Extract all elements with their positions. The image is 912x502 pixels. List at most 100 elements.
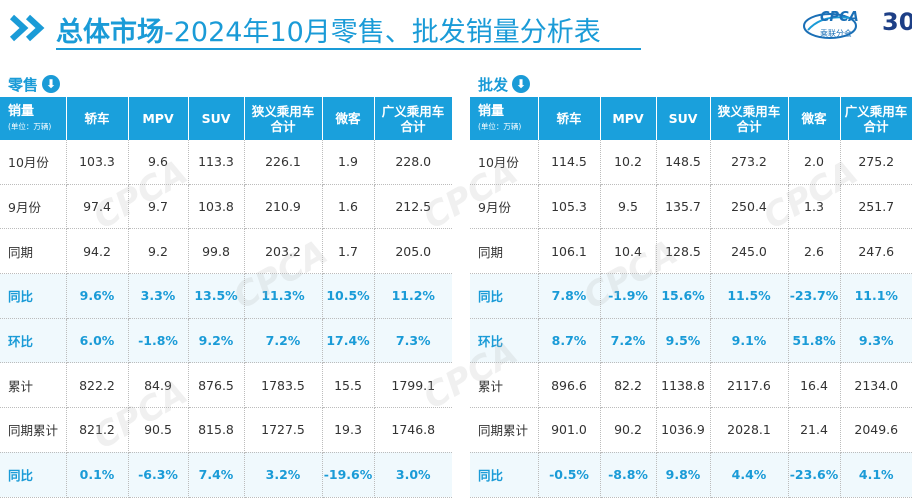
corner-header: 销量 (单位：万辆)	[0, 97, 67, 140]
row-label: 同比	[470, 273, 539, 319]
table-cell: 821.2	[66, 407, 129, 453]
table-cell: 9.5%	[656, 318, 711, 364]
table-row: 累计 822.2 84.9 876.5 1783.5 15.5 1799.1	[0, 362, 452, 409]
table-cell: 250.4	[710, 184, 789, 230]
table-cell: 7.3%	[374, 318, 452, 364]
table-cell: 228.0	[374, 140, 452, 185]
retail-section-label: 零售 ⬇	[8, 73, 61, 95]
row-label: 同期累计	[0, 407, 67, 453]
column-header: SUV	[188, 97, 245, 140]
table-row: 环比 8.7% 7.2% 9.5% 9.1% 51.8% 9.3%	[470, 318, 912, 364]
table-cell: 1036.9	[656, 407, 711, 453]
column-header: 广义乘用车 合计	[840, 97, 912, 140]
table-cell: 51.8%	[788, 318, 841, 364]
table-row: 环比 6.0% -1.8% 9.2% 7.2% 17.4% 7.3%	[0, 318, 452, 364]
row-label: 同期	[470, 228, 539, 275]
logo-sub: 乘联分会	[820, 29, 852, 38]
table-row: 同比 -0.5% -8.8% 9.8% 4.4% -23.6% 4.1%	[470, 452, 912, 498]
double-chevron-icon	[9, 14, 45, 42]
table-cell: 7.2%	[244, 318, 323, 364]
table-row: 同期 94.2 9.2 99.8 203.2 1.7 205.0	[0, 228, 452, 275]
row-label: 同比	[0, 273, 67, 319]
row-label: 累计	[0, 362, 67, 409]
table-row: 同期累计 901.0 90.2 1036.9 2028.1 21.4 2049.6	[470, 407, 912, 453]
table-cell: 205.0	[374, 228, 452, 275]
table-cell: 90.5	[128, 407, 189, 453]
table-cell: 4.1%	[840, 452, 912, 498]
table-cell: 113.3	[188, 140, 245, 185]
table-row: 同期累计 821.2 90.5 815.8 1727.5 19.3 1746.8	[0, 407, 452, 453]
table-cell: 103.8	[188, 184, 245, 230]
table-cell: 9.2	[128, 228, 189, 275]
table-cell: 9.8%	[656, 452, 711, 498]
table-cell: -19.6%	[322, 452, 375, 498]
table-cell: 9.5	[600, 184, 657, 230]
table-cell: 10.4	[600, 228, 657, 275]
table-cell: 9.2%	[188, 318, 245, 364]
table-cell: 103.3	[66, 140, 129, 185]
table-cell: 1.6	[322, 184, 375, 230]
column-header: 微客	[788, 97, 841, 140]
table-cell: 135.7	[656, 184, 711, 230]
table-cell: 247.6	[840, 228, 912, 275]
wholesale-section-label: 批发 ⬇	[478, 73, 531, 95]
row-label: 10月份	[0, 140, 67, 185]
table-row: 10月份 114.5 10.2 148.5 273.2 2.0 275.2	[470, 140, 912, 185]
column-header: SUV	[656, 97, 711, 140]
row-label: 10月份	[470, 140, 539, 185]
table-cell: 275.2	[840, 140, 912, 185]
table-cell: 1799.1	[374, 362, 452, 409]
column-header: 轿车	[538, 97, 601, 140]
table-cell: 1746.8	[374, 407, 452, 453]
table-cell: 10.2	[600, 140, 657, 185]
row-label: 9月份	[0, 184, 67, 230]
table-cell: 94.2	[66, 228, 129, 275]
table-cell: 90.2	[600, 407, 657, 453]
table-cell: 8.7%	[538, 318, 601, 364]
header: 总体市场-2024年10月零售、批发销量分析表 CPCA 乘联分会 30	[0, 0, 912, 60]
table-cell: 11.5%	[710, 273, 789, 319]
row-label: 同比	[0, 452, 67, 498]
table-cell: 7.4%	[188, 452, 245, 498]
row-label: 环比	[0, 318, 67, 364]
table-cell: 16.4	[788, 362, 841, 409]
column-header: MPV	[600, 97, 657, 140]
table-cell: 203.2	[244, 228, 323, 275]
table-cell: 251.7	[840, 184, 912, 230]
table-cell: 106.1	[538, 228, 601, 275]
table-cell: 2117.6	[710, 362, 789, 409]
row-label: 同期累计	[470, 407, 539, 453]
table-cell: 84.9	[128, 362, 189, 409]
table-cell: 15.6%	[656, 273, 711, 319]
table-cell: 212.5	[374, 184, 452, 230]
row-label: 同比	[470, 452, 539, 498]
table-cell: 2028.1	[710, 407, 789, 453]
table-cell: -8.8%	[600, 452, 657, 498]
table-cell: -23.6%	[788, 452, 841, 498]
row-label: 累计	[470, 362, 539, 409]
table-header-row: 销量 (单位：万辆) 轿车 MPV SUV 狭义乘用车 合计 微客 广义乘用车 合计	[0, 97, 453, 140]
table-header-row: 销量 (单位：万辆) 轿车 MPV SUV 狭义乘用车 合计 微客 广义乘用车 合计	[470, 97, 912, 140]
corner-header: 销量 (单位：万辆)	[470, 97, 539, 140]
wholesale-table: 销量 (单位：万辆) 轿车 MPV SUV 狭义乘用车 合计 微客 广义乘用车 合计 10月份 11…	[470, 97, 912, 498]
table-cell: 97.4	[66, 184, 129, 230]
anniversary-badge: 30	[882, 8, 912, 36]
table-cell: 210.9	[244, 184, 323, 230]
table-cell: 13.5%	[188, 273, 245, 319]
table-cell: 11.3%	[244, 273, 323, 319]
table-cell: 15.5	[322, 362, 375, 409]
column-header: 微客	[322, 97, 375, 140]
page-title: 总体市场-2024年10月零售、批发销量分析表	[56, 17, 601, 48]
table-cell: 3.3%	[128, 273, 189, 319]
row-label: 同期	[0, 228, 67, 275]
column-header: 狭义乘用车 合计	[244, 97, 323, 140]
table-cell: 9.6%	[66, 273, 129, 319]
table-cell: 148.5	[656, 140, 711, 185]
table-cell: -23.7%	[788, 273, 841, 319]
table-cell: 6.0%	[66, 318, 129, 364]
table-cell: 17.4%	[322, 318, 375, 364]
table-cell: 114.5	[538, 140, 601, 185]
table-cell: 901.0	[538, 407, 601, 453]
table-cell: 0.1%	[66, 452, 129, 498]
table-cell: 273.2	[710, 140, 789, 185]
